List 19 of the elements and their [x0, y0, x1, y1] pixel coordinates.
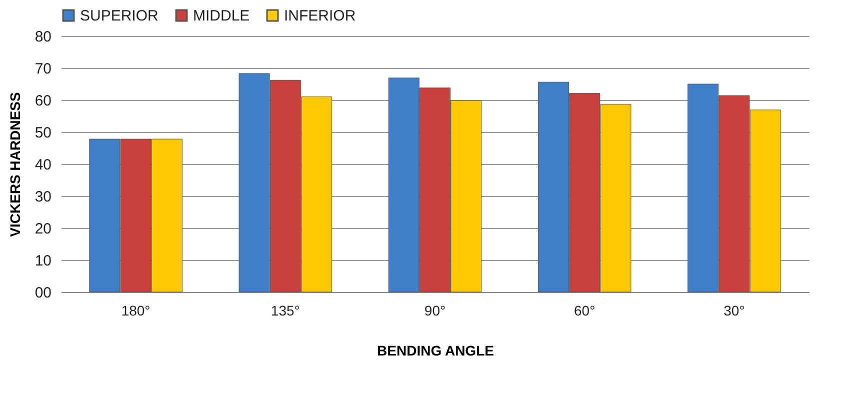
legend-label: INFERIOR	[284, 8, 356, 25]
x-tick-label: 30°	[724, 302, 745, 318]
y-tick-label: 10	[34, 252, 52, 270]
legend-label: MIDDLE	[193, 8, 250, 25]
y-tick-label: 30	[34, 188, 52, 206]
y-tick-label: 40	[34, 156, 52, 174]
x-tick-label: 135°	[270, 302, 300, 318]
y-tick-label: 60	[34, 92, 52, 110]
y-tick-label: 70	[34, 60, 52, 78]
y-tick-label: 50	[34, 124, 52, 142]
y-tick-label: 80	[34, 28, 52, 46]
y-tick-label: 00	[34, 284, 52, 302]
x-tick-label: 180°	[121, 302, 150, 318]
y-axis-title: VICKERS HARDNESS	[6, 92, 23, 237]
legend-label: SUPERIOR	[80, 8, 159, 25]
x-tick-label: 90°	[424, 302, 446, 318]
x-tick-label: 60°	[574, 302, 596, 318]
x-axis-title: BENDING ANGLE	[377, 342, 494, 358]
y-tick-label: 20	[34, 220, 52, 238]
